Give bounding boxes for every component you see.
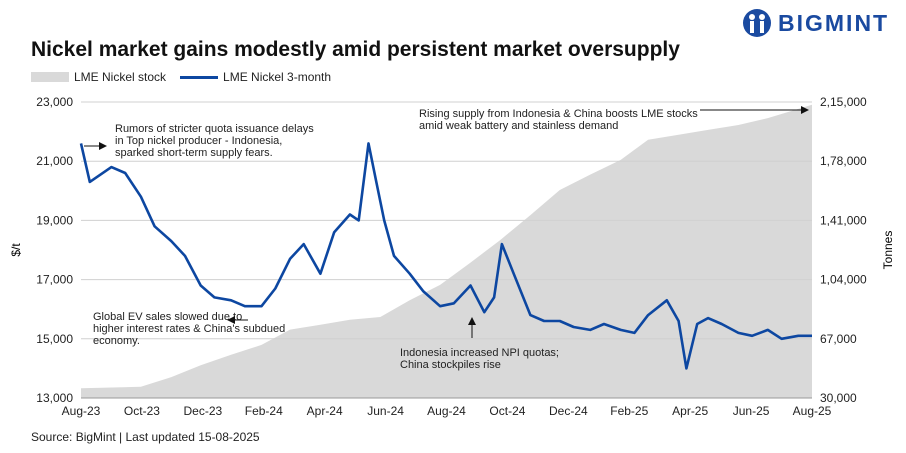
x-tick-label: Jun-24 bbox=[367, 404, 404, 418]
x-tick-label: Aug-23 bbox=[62, 404, 101, 418]
legend-item-price: LME Nickel 3-month bbox=[180, 70, 331, 84]
annotation-text: in Top nickel producer - Indonesia, bbox=[115, 135, 282, 147]
annotation-text: sparked short-term supply fears. bbox=[115, 147, 273, 159]
y2-tick-label: 1,41,000 bbox=[820, 213, 867, 227]
x-tick-label: Jun-25 bbox=[733, 404, 770, 418]
annotation-text: Global EV sales slowed due to bbox=[93, 311, 242, 323]
y-axis-label: $/t bbox=[9, 243, 23, 257]
logo-text: BIGMINT bbox=[778, 9, 890, 36]
annotation-text: Rising supply from Indonesia & China boo… bbox=[419, 108, 698, 120]
y2-tick-label: 1,04,000 bbox=[820, 273, 867, 287]
y-tick-label: 23,000 bbox=[36, 95, 73, 109]
source-note: Source: BigMint | Last updated 15-08-202… bbox=[31, 430, 260, 444]
chart-title: Nickel market gains modestly amid persis… bbox=[31, 38, 680, 61]
y2-tick-label: 2,15,000 bbox=[820, 95, 867, 109]
stock-area bbox=[81, 104, 812, 399]
y-tick-label: 19,000 bbox=[36, 213, 73, 227]
y2-tick-label: 1,78,000 bbox=[820, 154, 867, 168]
annotation-text: higher interest rates & China's subdued bbox=[93, 323, 285, 335]
legend-swatch-line bbox=[180, 75, 219, 79]
legend-label: LME Nickel 3-month bbox=[223, 70, 332, 84]
x-tick-label: Apr-24 bbox=[307, 404, 343, 418]
bigmint-logo-icon bbox=[743, 9, 771, 37]
annotation-text: economy. bbox=[93, 335, 140, 347]
annotation-text: Indonesia increased NPI quotas; bbox=[400, 347, 559, 359]
x-tick-label: Feb-25 bbox=[610, 404, 648, 418]
x-tick-label: Oct-23 bbox=[124, 404, 160, 418]
annotation-text: Rumors of stricter quota issuance delays bbox=[115, 123, 314, 135]
x-tick-label: Dec-24 bbox=[549, 404, 588, 418]
y2-tick-label: 30,000 bbox=[820, 391, 857, 405]
x-tick-label: Feb-24 bbox=[245, 404, 283, 418]
y-tick-label: 13,000 bbox=[36, 391, 73, 405]
x-tick-label: Apr-25 bbox=[672, 404, 708, 418]
y2-axis-label: Tonnes bbox=[881, 231, 895, 270]
x-tick-label: Oct-24 bbox=[489, 404, 525, 418]
legend-swatch-area bbox=[31, 72, 69, 82]
bigmint-logo: BIGMINT bbox=[742, 8, 889, 38]
x-tick-label: Aug-24 bbox=[427, 404, 466, 418]
y-tick-label: 21,000 bbox=[36, 154, 73, 168]
annotation-text: amid weak battery and stainless demand bbox=[419, 120, 618, 132]
legend-label: LME Nickel stock bbox=[74, 70, 167, 84]
annotation-text: China stockpiles rise bbox=[400, 359, 501, 371]
legend-item-stock: LME Nickel stock bbox=[31, 70, 166, 84]
x-tick-label: Dec-23 bbox=[183, 404, 222, 418]
y-tick-label: 17,000 bbox=[36, 273, 73, 287]
price-line bbox=[79, 142, 812, 370]
y-tick-label: 15,000 bbox=[36, 332, 73, 346]
y2-tick-label: 67,000 bbox=[820, 332, 857, 346]
legend: LME Nickel stock LME Nickel 3-month bbox=[31, 70, 331, 84]
x-tick-label: Aug-25 bbox=[793, 404, 832, 418]
